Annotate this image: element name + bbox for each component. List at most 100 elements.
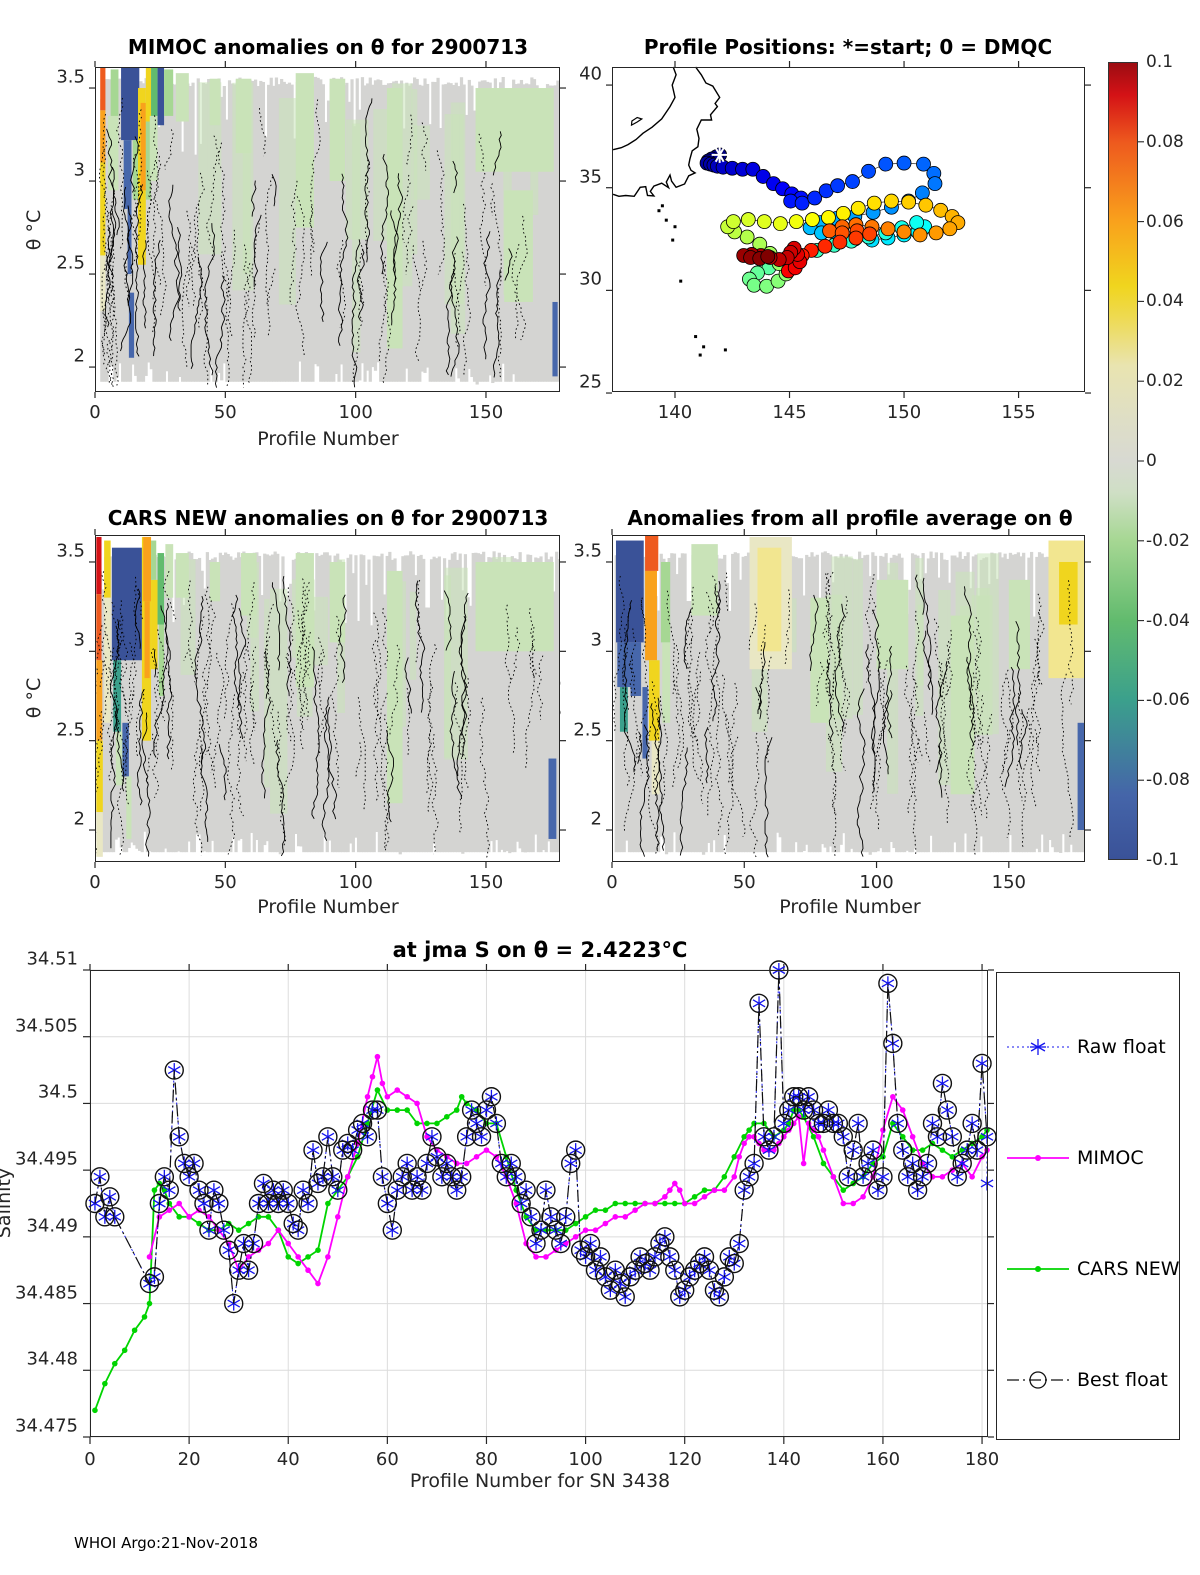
- marker-dot: [860, 1194, 866, 1200]
- marker-dot: [102, 1380, 108, 1387]
- marker-dot: [444, 1113, 450, 1120]
- marker-open-circle: [387, 1180, 407, 1200]
- marker-asterisk: [217, 1226, 231, 1235]
- cars-panel-frame: [95, 535, 560, 862]
- marker-dot: [602, 1220, 609, 1227]
- marker-open-circle: [670, 1287, 690, 1307]
- marker-open-circle: [194, 1193, 214, 1214]
- legend-label-best-float: Best float: [1077, 1369, 1168, 1391]
- marker-dot: [424, 1120, 430, 1127]
- marker-dot: [305, 1254, 311, 1260]
- marker-open-circle: [714, 1267, 735, 1287]
- marker-open-circle: [199, 1220, 219, 1240]
- marker-dot: [404, 1107, 410, 1113]
- marker-dot: [305, 1267, 311, 1274]
- legend-marker: [1029, 1371, 1047, 1389]
- marker-asterisk: [197, 1199, 211, 1208]
- marker-open-circle: [248, 1193, 269, 1214]
- tick-label: 80: [475, 1449, 498, 1470]
- tick-label: -0.1: [1146, 850, 1180, 870]
- marker-open-circle: [645, 1247, 665, 1267]
- marker-open-circle: [967, 1140, 987, 1160]
- marker-dot: [543, 1254, 549, 1260]
- profile-position-dot: [866, 195, 882, 211]
- marker-open-circle: [788, 1087, 809, 1107]
- marker-dot: [810, 1133, 817, 1140]
- tick-label: 140: [766, 1449, 801, 1470]
- legend-marker: [1035, 1155, 1041, 1161]
- marker-open-circle: [858, 1153, 878, 1174]
- marker-dot: [632, 1200, 638, 1207]
- marker-open-circle: [803, 1100, 824, 1120]
- marker-open-circle: [813, 1113, 834, 1134]
- tick-label: 180: [964, 1449, 1000, 1470]
- marker-dot: [909, 1133, 916, 1140]
- marker-asterisk: [281, 1199, 295, 1208]
- tick-label: 100: [338, 872, 373, 893]
- marker-open-circle: [456, 1127, 477, 1147]
- marker-open-circle: [883, 1033, 903, 1054]
- marker-open-circle: [551, 1233, 571, 1254]
- cars-heatmap-canvas: [95, 535, 560, 862]
- profile-position-dot: [880, 221, 896, 237]
- marker-dot: [235, 1227, 242, 1233]
- marker-open-circle: [888, 1113, 908, 1134]
- coastline-east: [612, 66, 721, 198]
- tick-label: -0.04: [1146, 610, 1190, 631]
- marker-dot: [691, 1200, 698, 1207]
- marker-dot: [131, 1327, 138, 1334]
- marker-open-circle: [878, 973, 898, 994]
- marker-open-circle: [610, 1273, 630, 1294]
- tick-label: 0.06: [1146, 211, 1184, 232]
- marker-open-circle: [224, 1293, 244, 1314]
- marker-open-circle: [952, 1153, 972, 1174]
- marker-open-circle: [174, 1153, 194, 1174]
- marker-dot: [800, 1160, 807, 1167]
- profile-position-dot: [896, 155, 912, 171]
- map-panel-title: Profile Positions: *=start; 0 = DMQC: [643, 35, 1053, 59]
- marker-open-circle: [912, 1167, 933, 1187]
- profile-position-dot: [745, 161, 761, 177]
- tick-label: 50: [732, 872, 756, 893]
- marker-dot: [746, 1127, 752, 1133]
- allavg-heatmap-canvas: [612, 535, 1085, 862]
- marker-open-circle: [407, 1167, 427, 1187]
- marker-open-circle: [521, 1207, 541, 1227]
- marker-dot: [364, 1093, 371, 1100]
- small-island: [723, 348, 727, 352]
- marker-dot: [671, 1180, 678, 1187]
- marker-dot: [315, 1280, 321, 1287]
- marker-open-circle: [144, 1267, 165, 1287]
- marker-open-circle: [347, 1120, 368, 1140]
- marker-asterisk: [648, 1252, 662, 1261]
- tick-label: 3.5: [573, 540, 602, 562]
- marker-open-circle: [263, 1180, 284, 1200]
- marker-asterisk: [494, 1159, 508, 1168]
- marker-asterisk: [594, 1252, 607, 1261]
- legend-marker: [1035, 1266, 1041, 1272]
- marker-dot: [662, 1200, 668, 1207]
- marker-open-circle: [422, 1127, 442, 1147]
- marker-dot: [701, 1194, 708, 1200]
- tick-label: 0: [89, 402, 101, 423]
- marker-asterisk: [732, 1239, 746, 1248]
- tick-label: 100: [568, 1449, 603, 1470]
- marker-open-circle: [709, 1287, 730, 1307]
- marker-asterisk: [435, 1172, 449, 1181]
- marker-open-circle: [283, 1213, 303, 1234]
- marker-open-circle: [689, 1253, 710, 1274]
- marker-asterisk: [777, 1119, 791, 1128]
- marker-dot: [919, 1147, 926, 1153]
- marker-asterisk: [524, 1212, 538, 1221]
- map-panel-frame: [612, 67, 1085, 392]
- marker-dot: [741, 1133, 747, 1140]
- footer-caption: WHOI Argo:21-Nov-2018: [74, 1534, 258, 1552]
- map-group: [612, 66, 966, 357]
- marker-open-circle: [536, 1180, 556, 1200]
- marker-asterisk: [212, 1199, 226, 1208]
- profile-position-dot: [830, 178, 846, 194]
- marker-asterisk: [187, 1159, 201, 1168]
- marker-dot: [667, 1187, 673, 1193]
- marker-open-circle: [149, 1193, 170, 1214]
- marker-open-circle: [684, 1260, 705, 1280]
